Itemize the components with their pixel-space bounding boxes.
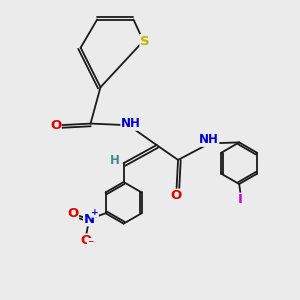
Text: +: + (91, 208, 98, 217)
Text: O: O (67, 207, 79, 220)
Text: NH: NH (199, 133, 219, 146)
Text: O: O (81, 234, 92, 247)
Text: I: I (238, 193, 243, 206)
Text: NH: NH (121, 117, 141, 130)
Text: N: N (84, 213, 95, 226)
Text: ⁻: ⁻ (88, 238, 94, 251)
Text: H: H (110, 154, 120, 167)
Text: S: S (140, 34, 150, 47)
Text: O: O (50, 119, 61, 132)
Text: O: O (171, 189, 182, 202)
